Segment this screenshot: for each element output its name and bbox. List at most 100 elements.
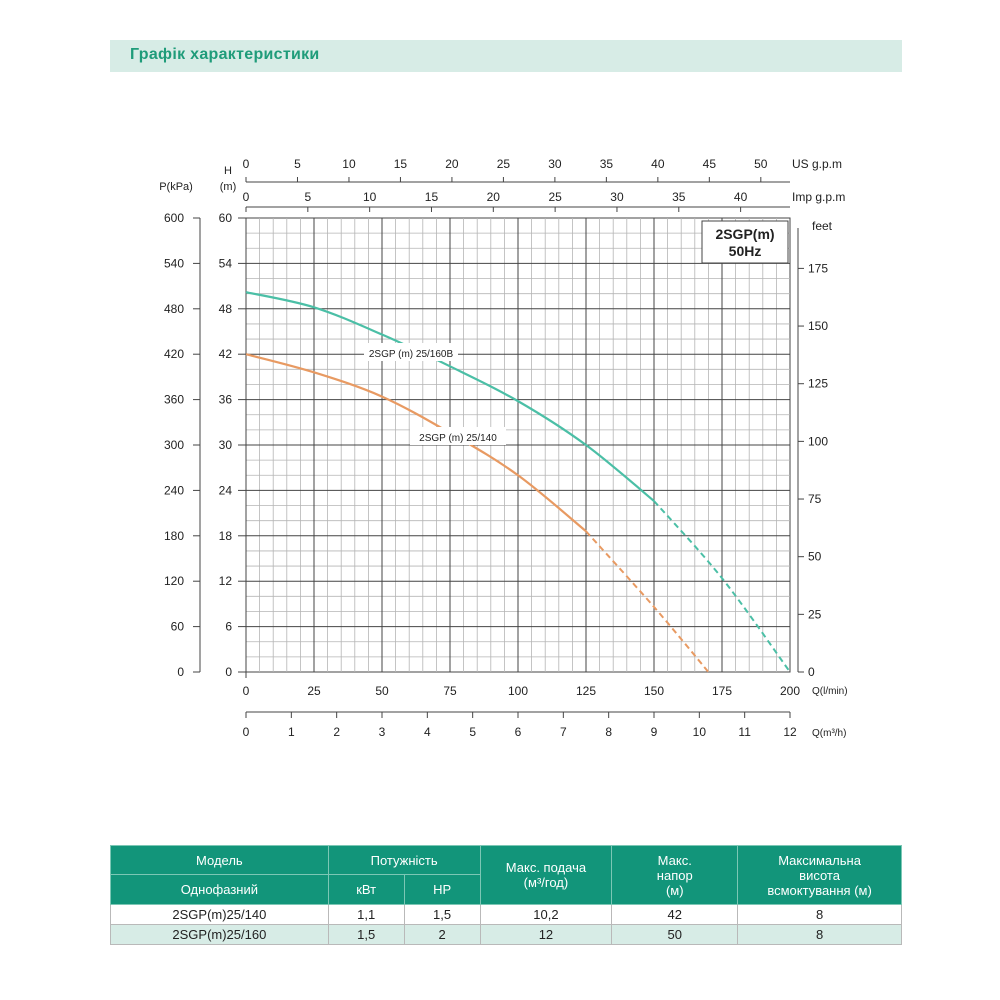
page-title: Графік характеристики <box>130 46 320 63</box>
cell-model: 2SGP(m)25/160 <box>110 924 329 945</box>
usgpm-tick-label: 45 <box>703 157 717 171</box>
cell-model: 2SGP(m)25/140 <box>110 904 329 925</box>
series-1-dashed-line <box>585 530 710 673</box>
m3h-tick-label: 0 <box>243 725 250 739</box>
kpa-tick-label: 420 <box>164 347 184 361</box>
head-tick-label: 24 <box>219 483 233 497</box>
m3h-tick-label: 2 <box>333 725 340 739</box>
kpa-tick-label: 360 <box>164 393 184 407</box>
cell-suction: 8 <box>737 924 902 945</box>
lmin-tick-label: 50 <box>375 684 389 698</box>
header-max-head-line3: (м) <box>665 882 684 898</box>
m3h-tick-label: 12 <box>783 725 797 739</box>
m3h-tick-label: 3 <box>379 725 386 739</box>
impgpm-tick-label: 0 <box>243 190 250 204</box>
kpa-tick-label: 120 <box>164 574 184 588</box>
cell-flow: 10,2 <box>479 904 613 925</box>
lmin-tick-label: 175 <box>712 684 732 698</box>
feet-tick-label: 175 <box>808 261 828 275</box>
head-axis-unit: (m) <box>220 181 237 193</box>
lmin-tick-label: 100 <box>508 684 528 698</box>
lmin-tick-label: 200 <box>780 684 800 698</box>
usgpm-tick-label: 5 <box>294 157 301 171</box>
head-tick-label: 54 <box>219 256 233 270</box>
header-suction-line2: висота <box>799 867 840 883</box>
impgpm-tick-label: 40 <box>734 190 748 204</box>
kpa-tick-label: 240 <box>164 483 184 497</box>
usgpm-tick-label: 35 <box>600 157 614 171</box>
usgpm-tick-label: 10 <box>342 157 356 171</box>
series-0-label: 2SGP (m) 25/160B <box>369 349 454 360</box>
series-1-label-bg <box>410 427 506 445</box>
series-1-label: 2SGP (m) 25/140 <box>419 433 497 444</box>
feet-tick-label: 0 <box>808 665 815 679</box>
cell-head: 50 <box>611 924 739 945</box>
impgpm-tick-label: 35 <box>672 190 686 204</box>
header-max-head-line1: Макс. <box>657 852 692 868</box>
header-single-phase: Однофазний <box>110 874 329 905</box>
kpa-tick-label: 480 <box>164 302 184 316</box>
kpa-tick-label: 0 <box>177 665 184 679</box>
header-max-flow-line1: Макс. подача <box>505 860 587 875</box>
impgpm-axis-label: Imp g.p.m <box>792 190 845 204</box>
usgpm-tick-label: 20 <box>445 157 459 171</box>
m3h-tick-label: 4 <box>424 725 431 739</box>
feet-tick-label: 150 <box>808 319 828 333</box>
impgpm-tick-label: 20 <box>487 190 501 204</box>
table-row: 2SGP(m)25/160 1,5 2 12 50 8 <box>110 924 902 945</box>
feet-axis-label: feet <box>812 219 833 233</box>
feet-tick-label: 125 <box>808 377 828 391</box>
m3h-tick-label: 8 <box>605 725 612 739</box>
m3h-tick-label: 11 <box>738 725 751 739</box>
m3h-tick-label: 9 <box>651 725 658 739</box>
series-0-dashed-line <box>653 500 791 673</box>
header-kw: кВт <box>327 874 405 905</box>
header-max-head: Макс. напор (м) <box>611 845 739 905</box>
lmin-axis-label: Q(l/min) <box>812 686 848 697</box>
header-max-flow: Макс. подача (м³/год) <box>479 845 613 905</box>
head-tick-label: 0 <box>225 665 232 679</box>
head-tick-label: 60 <box>219 211 233 225</box>
impgpm-tick-label: 15 <box>425 190 439 204</box>
kpa-tick-label: 540 <box>164 256 184 270</box>
pump-performance-chart: 06121824303642485460H(m)0601201802403003… <box>159 157 848 739</box>
feet-tick-label: 100 <box>808 434 828 448</box>
feet-tick-label: 50 <box>808 550 822 564</box>
head-tick-label: 36 <box>219 393 233 407</box>
head-tick-label: 42 <box>219 347 233 361</box>
lmin-tick-label: 25 <box>307 684 321 698</box>
cell-suction: 8 <box>737 904 902 925</box>
head-axis-label: H <box>224 165 232 177</box>
head-tick-label: 48 <box>219 302 233 316</box>
head-tick-label: 18 <box>219 529 233 543</box>
kpa-tick-label: 600 <box>164 211 184 225</box>
cell-flow: 12 <box>479 924 613 945</box>
usgpm-tick-label: 25 <box>497 157 511 171</box>
cell-hp: 1,5 <box>403 904 481 925</box>
series-0-label-bg <box>364 343 458 361</box>
usgpm-tick-label: 30 <box>548 157 562 171</box>
lmin-tick-label: 75 <box>443 684 457 698</box>
m3h-tick-label: 5 <box>469 725 476 739</box>
impgpm-tick-label: 5 <box>304 190 311 204</box>
usgpm-tick-label: 50 <box>754 157 768 171</box>
kpa-axis-label: P(kPa) <box>159 181 193 193</box>
head-tick-label: 30 <box>219 438 233 452</box>
spec-table: Модель Потужність Макс. подача (м³/год) … <box>110 845 902 945</box>
header-suction-line1: Максимальна <box>778 852 861 868</box>
header-power: Потужність <box>327 845 481 875</box>
header-max-head-line2: напор <box>656 867 693 883</box>
m3h-tick-label: 7 <box>560 725 567 739</box>
series-0-solid-line <box>245 291 655 502</box>
m3h-tick-label: 10 <box>693 725 707 739</box>
lmin-tick-label: 125 <box>576 684 596 698</box>
kpa-tick-label: 300 <box>164 438 184 452</box>
header-model: Модель <box>110 845 329 875</box>
lmin-tick-label: 0 <box>243 684 250 698</box>
lmin-tick-label: 150 <box>644 684 664 698</box>
header-suction: Максимальна висота всмоктування (м) <box>737 845 902 905</box>
head-tick-label: 12 <box>219 574 233 588</box>
m3h-tick-label: 6 <box>515 725 522 739</box>
kpa-tick-label: 60 <box>171 620 185 634</box>
cell-kw: 1,5 <box>327 924 405 945</box>
